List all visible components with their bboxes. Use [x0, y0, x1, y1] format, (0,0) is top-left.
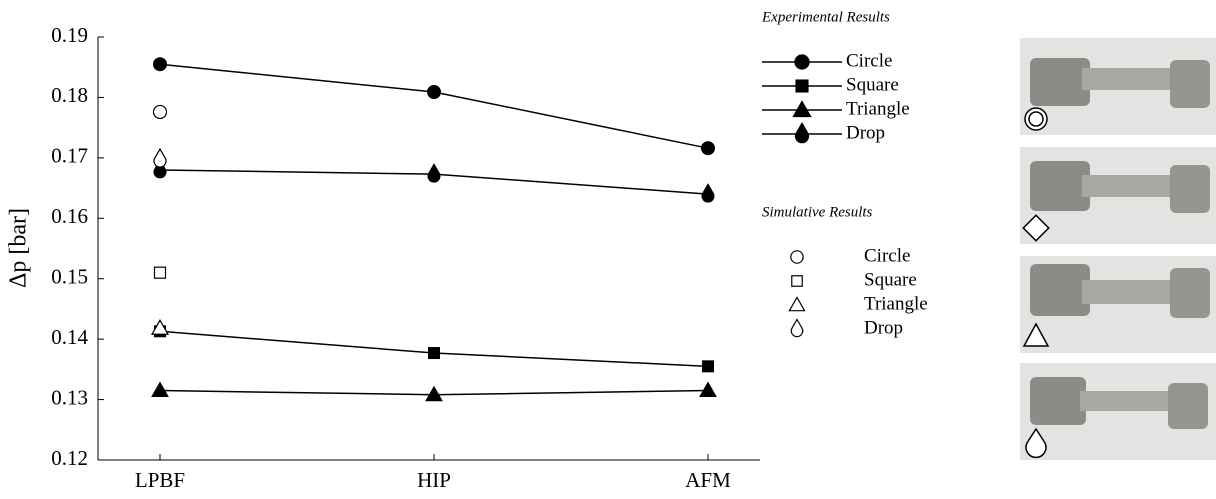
marker-circle — [154, 58, 167, 71]
y-axis-label: Δp [bar] — [6, 208, 32, 288]
marker-square — [796, 80, 808, 92]
legend-label: Square — [864, 269, 917, 290]
legend-label: Drop — [864, 317, 903, 338]
marker-drop — [154, 149, 166, 167]
marker-drop — [702, 184, 714, 202]
marker-circle — [702, 142, 715, 155]
legend-title: Experimental Results — [761, 9, 890, 25]
marker-square — [703, 361, 714, 372]
y-tick-label: 0.17 — [51, 144, 88, 168]
x-tick-label: AFM — [685, 468, 731, 492]
legend-label: Circle — [846, 50, 892, 71]
legend-label: Drop — [846, 122, 885, 143]
legend-title: Simulative Results — [762, 204, 873, 220]
legend-label: Triangle — [864, 293, 928, 314]
y-tick-label: 0.15 — [51, 265, 88, 289]
y-tick-label: 0.12 — [51, 446, 88, 470]
x-tick-label: HIP — [417, 468, 451, 492]
marker-triangle — [793, 101, 811, 116]
marker-square — [155, 267, 166, 278]
chart: Δp [bar] 0.12 0.13 0.14 0.15 0.16 0.17 0.18 0.1… — [0, 0, 1216, 499]
marker-circle — [795, 55, 809, 69]
marker-triangle — [152, 383, 168, 397]
legend-label: Square — [846, 74, 899, 95]
series-line — [160, 64, 708, 148]
photos — [1020, 38, 1216, 460]
y-tick-label: 0.14 — [51, 325, 88, 349]
y-tick-label: 0.18 — [51, 83, 88, 107]
marker-triangle — [789, 297, 804, 310]
page: {"chart_data": {"type": "line", "y_label… — [0, 0, 1216, 499]
marker-drop — [791, 320, 802, 337]
marker-circle — [791, 251, 803, 263]
marker-triangle — [426, 387, 442, 401]
marker-square — [792, 276, 802, 286]
photo-circle — [1020, 38, 1216, 135]
photo-square — [1020, 147, 1216, 244]
marker-circle — [428, 85, 441, 98]
marker-drop — [795, 123, 808, 143]
marker-square — [429, 348, 440, 359]
marker-circle — [154, 105, 167, 118]
legend-label: Circle — [864, 245, 910, 266]
marker-drop — [428, 164, 440, 182]
x-tick-label: LPBF — [135, 468, 185, 492]
y-tick-label: 0.13 — [51, 385, 88, 409]
marker-triangle — [700, 383, 716, 397]
legend-label: Triangle — [846, 98, 910, 119]
photo-drop — [1020, 363, 1216, 460]
y-tick-label: 0.19 — [51, 23, 88, 47]
y-tick-label: 0.16 — [51, 204, 88, 228]
photo-triangle — [1020, 256, 1216, 353]
